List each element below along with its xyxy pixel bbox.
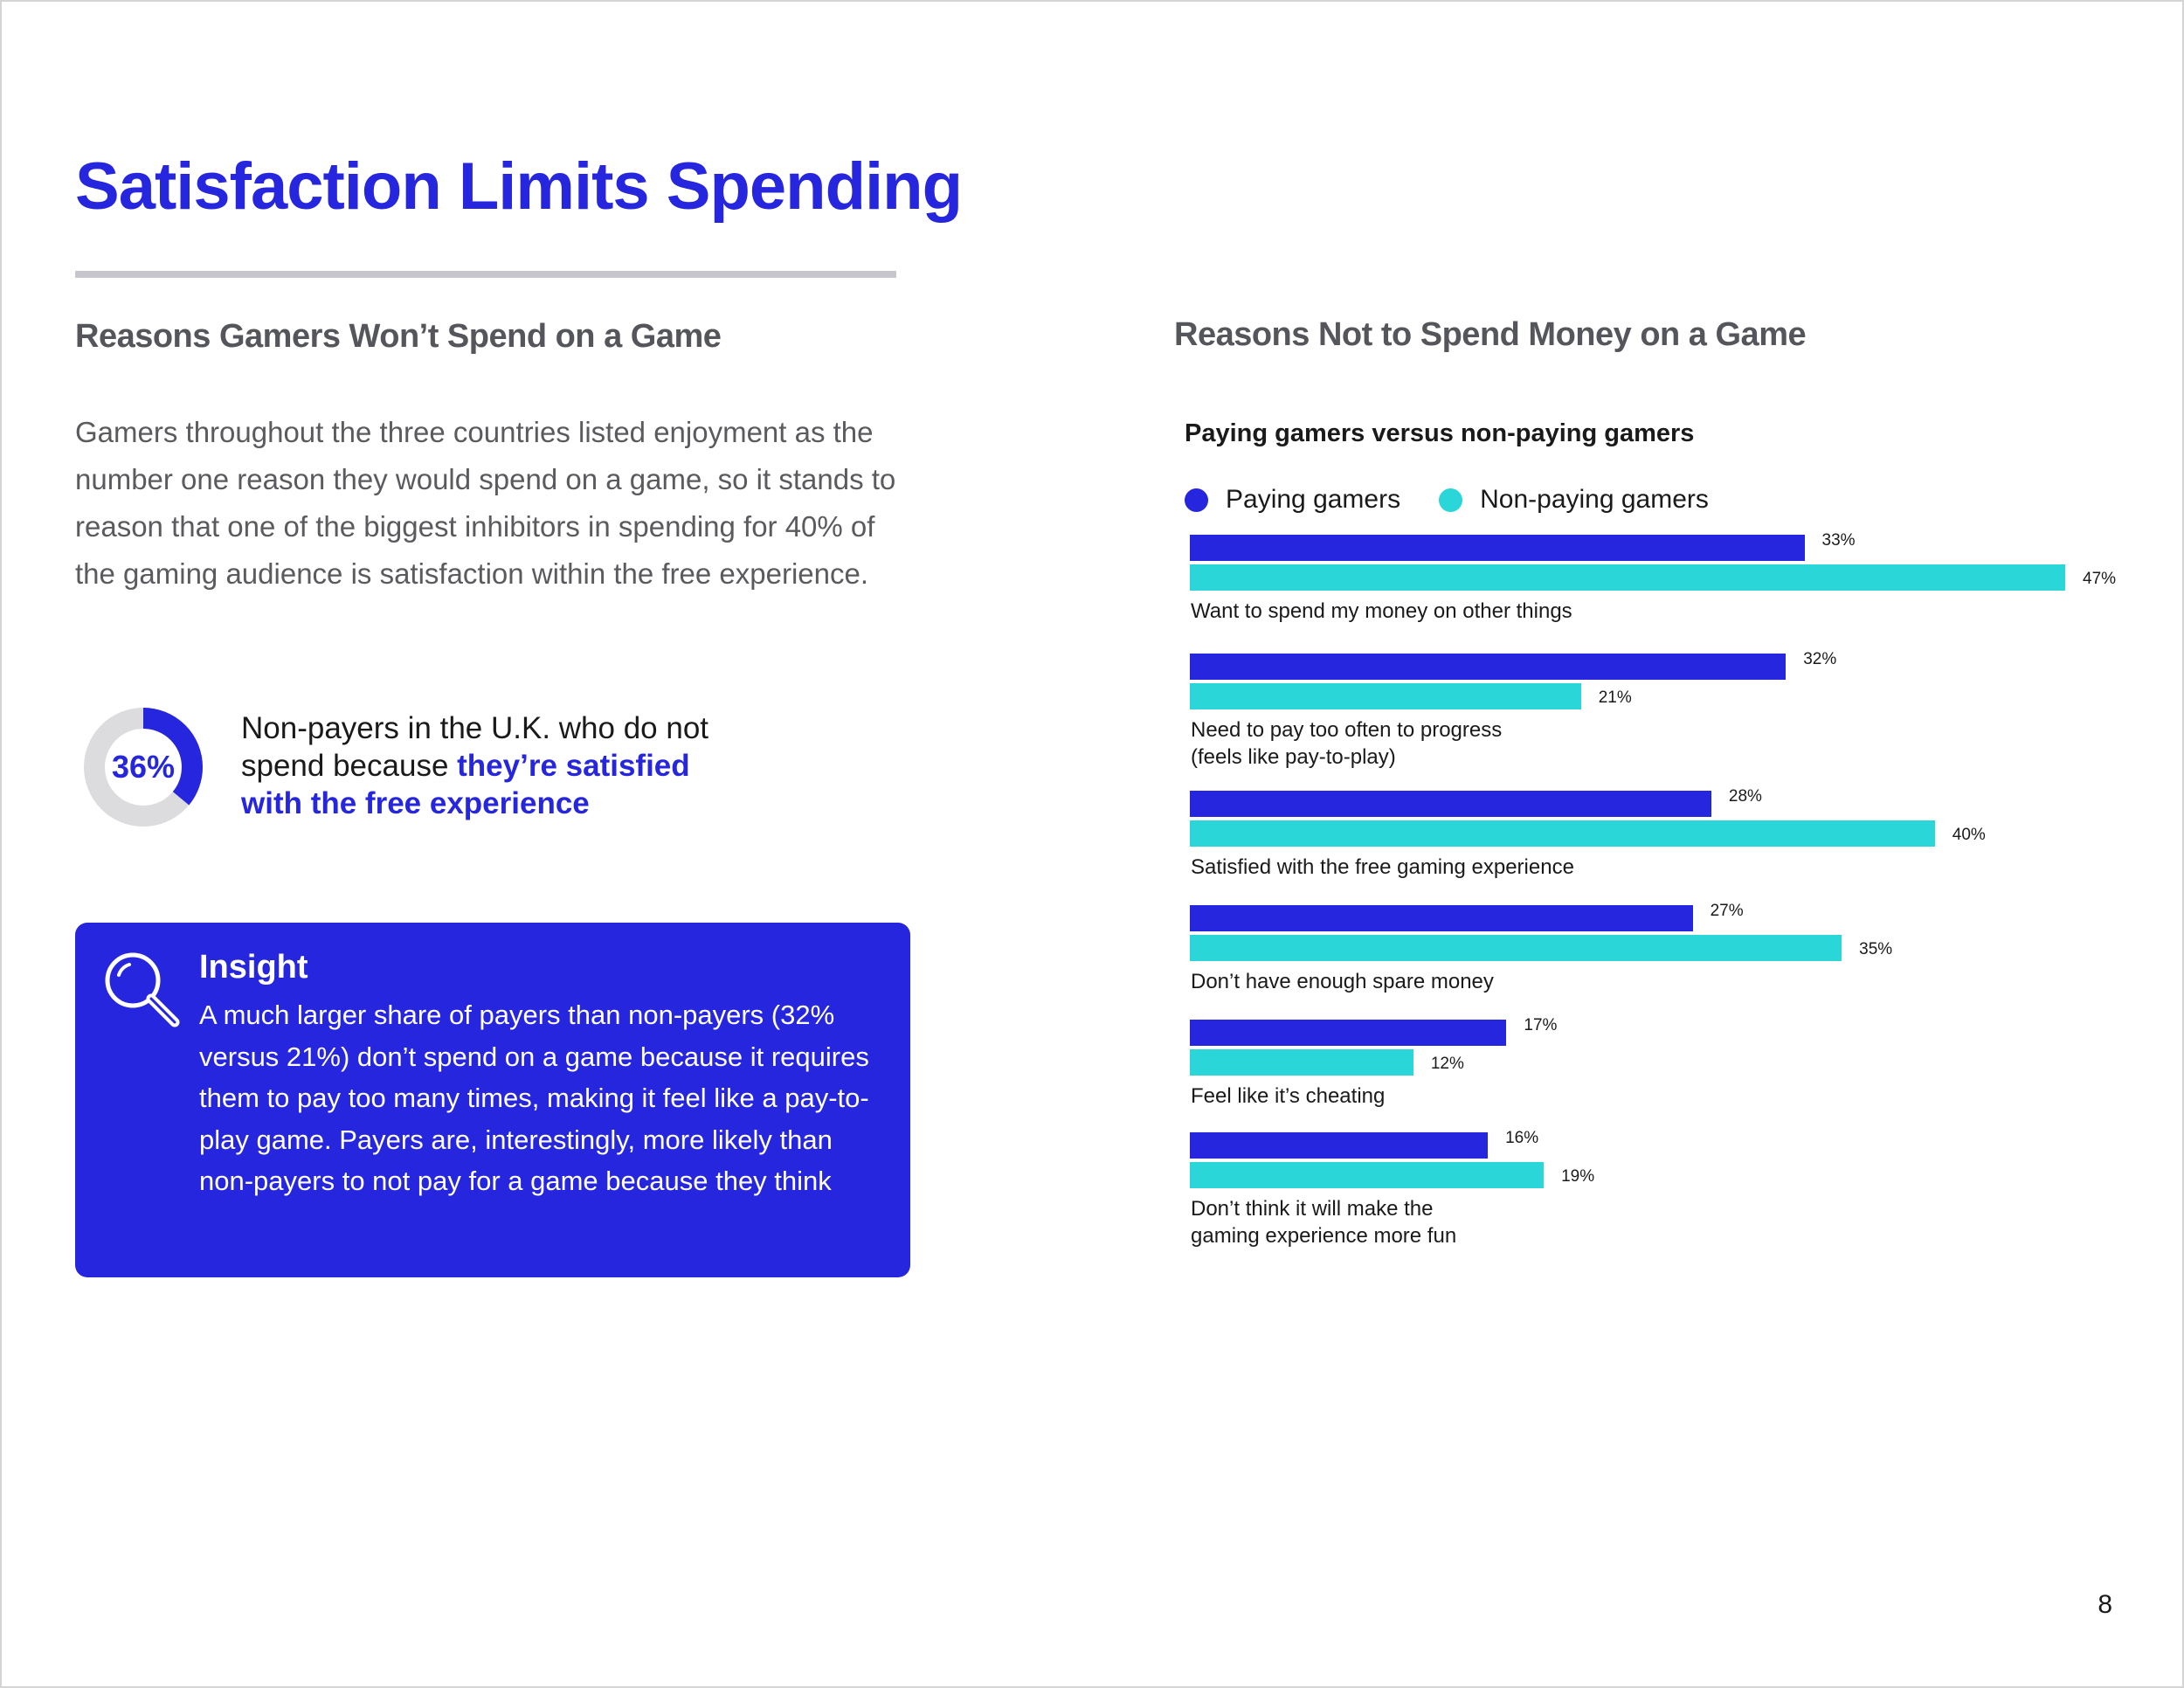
category-label-0: Want to spend my money on other things (1191, 599, 1572, 623)
bar-nonpaying-3 (1190, 935, 1842, 961)
bar-paying-5 (1190, 1132, 1489, 1159)
stat-donut-chart (84, 708, 203, 827)
magnifier-icon (105, 952, 180, 1027)
bar-value-paying-3: 27% (1710, 902, 1744, 920)
legend-item-nonpaying: Non-paying gamers (1439, 485, 1709, 515)
bar-nonpaying-2 (1190, 820, 1935, 847)
category-label-3: Don’t have enough spare money (1191, 970, 1494, 993)
bar-nonpaying-4 (1190, 1049, 1413, 1076)
bar-paying-1 (1190, 654, 1787, 680)
bar-value-nonpaying-4: 12% (1430, 1055, 1464, 1073)
category-label-2: Satisfied with the free gaming experienc… (1191, 855, 1574, 879)
legend-label-paying: Paying gamers (1226, 485, 1401, 514)
legend-item-paying: Paying gamers (1185, 485, 1400, 515)
stat-description: Non-payers in the U.K. who do not spend … (241, 709, 748, 822)
bar-paying-0 (1190, 535, 1805, 561)
reasons-bar-chart: 33% 47% Want to spend my money on other th… (1190, 531, 2151, 1260)
bar-value-nonpaying-0: 47% (2083, 570, 2117, 588)
bar-value-nonpaying-3: 35% (1859, 940, 1893, 958)
category-label-5: Don’t think it will make the gaming expe… (1191, 1197, 1457, 1248)
donut-value-arc (84, 708, 203, 827)
bar-value-paying-4: 17% (1524, 1016, 1558, 1034)
bar-value-paying-1: 32% (1803, 650, 1837, 668)
legend-dot-nonpaying (1439, 488, 1463, 512)
stat-description-highlight: they’re satisfied with the free experien… (241, 749, 690, 820)
legend-label-nonpaying: Non-paying gamers (1480, 485, 1709, 514)
bar-paying-3 (1190, 905, 1693, 931)
bar-nonpaying-1 (1190, 683, 1581, 709)
page-title: Satisfaction Limits Spending (75, 149, 963, 224)
bar-value-nonpaying-2: 40% (1952, 826, 1986, 844)
chart-subtitle: Paying gamers versus non-paying gamers (1185, 419, 1695, 447)
left-section-heading: Reasons Gamers Won’t Spend on a Game (75, 318, 722, 355)
bar-value-paying-0: 33% (1821, 531, 1856, 550)
legend-dot-paying (1185, 488, 1208, 512)
bar-value-paying-2: 28% (1728, 787, 1762, 806)
insight-text: A much larger share of payers than non-p… (199, 1000, 869, 1196)
category-label-4: Feel like it’s cheating (1191, 1084, 1386, 1108)
bar-value-nonpaying-1: 21% (1598, 688, 1632, 707)
chart-legend: Paying gamers Non-paying gamers (1185, 482, 1747, 517)
bar-nonpaying-5 (1190, 1162, 1545, 1188)
insight-title: Insight (199, 949, 308, 986)
intro-paragraph: Gamers throughout the three countries li… (75, 416, 896, 590)
bar-paying-4 (1190, 1020, 1507, 1046)
bar-value-paying-5: 16% (1505, 1129, 1539, 1147)
stat-description-plain: Non-payers in the U.K. who do not spend … (241, 711, 709, 783)
title-divider (75, 271, 896, 278)
page-number: 8 (2098, 1590, 2112, 1619)
bar-value-nonpaying-5: 19% (1561, 1167, 1595, 1186)
right-section-heading: Reasons Not to Spend Money on a Game (1174, 316, 1807, 353)
stat-value: 36% (111, 749, 176, 785)
bar-nonpaying-0 (1190, 564, 2065, 591)
bar-paying-2 (1190, 791, 1711, 817)
category-label-1: Need to pay too often to progress (feels… (1191, 718, 1503, 769)
insight-box: Insight A much larger share of payers th… (75, 923, 910, 1277)
